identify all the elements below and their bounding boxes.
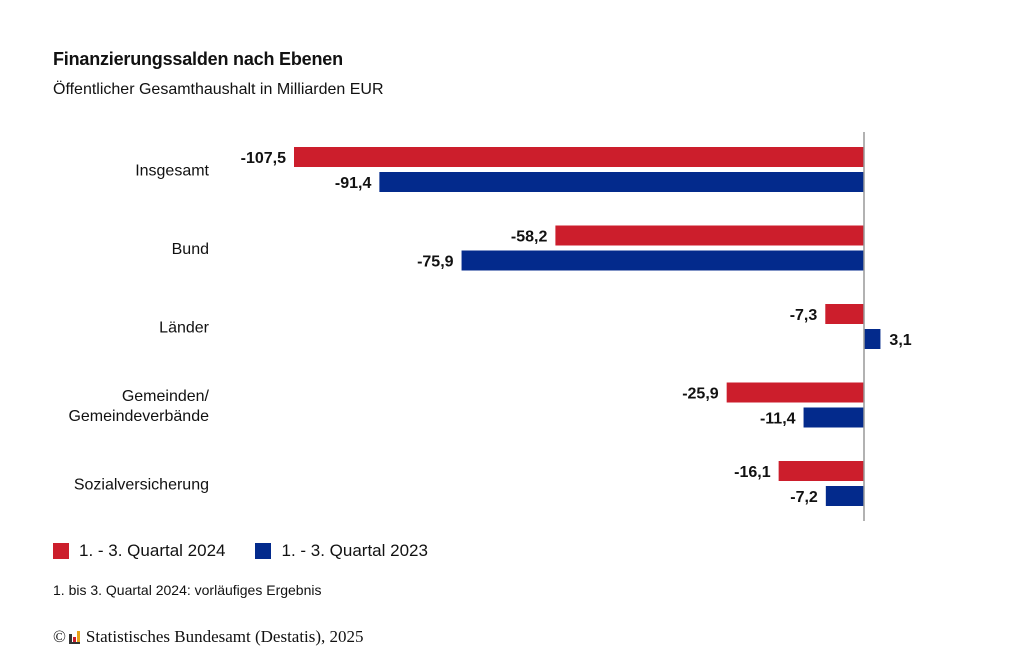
- category-label: Bund: [172, 241, 209, 258]
- data-label: -25,9: [682, 386, 719, 403]
- copyright-text: Statistisches Bundesamt (Destatis), 2025: [85, 627, 364, 646]
- copyright: © Statistisches Bundesamt (Destatis), 20…: [53, 627, 364, 647]
- chart-subtitle: Öffentlicher Gesamthaushalt in Milliarde…: [53, 81, 384, 98]
- footnote: 1. bis 3. Quartal 2024: vorläufiges Erge…: [53, 582, 322, 598]
- data-label: -11,4: [760, 411, 796, 428]
- chart-title: Finanzierungssalden nach Ebenen: [53, 49, 343, 69]
- data-label: -7,2: [790, 489, 818, 506]
- bar-2023: [864, 329, 881, 349]
- category-label: Insgesamt: [135, 163, 209, 180]
- bar-2024: [778, 461, 864, 481]
- copyright-symbol: ©: [53, 627, 66, 646]
- category-label: Sozialversicherung: [74, 477, 209, 494]
- legend-label-2023: 1. - 3. Quartal 2023: [281, 541, 428, 560]
- data-label: -7,3: [790, 307, 818, 324]
- legend-item-2024: 1. - 3. Quartal 2024: [53, 541, 225, 561]
- legend-swatch-2023: [255, 543, 272, 559]
- category-label: Gemeinden/Gemeindeverbände: [68, 388, 209, 425]
- data-label: -75,9: [417, 254, 454, 271]
- legend-label-2024: 1. - 3. Quartal 2024: [79, 541, 226, 560]
- data-label: -16,1: [734, 464, 771, 481]
- destatis-logo-icon: [68, 630, 80, 644]
- data-label: -58,2: [511, 229, 548, 246]
- bar-2023: [379, 172, 864, 192]
- bar-2023: [825, 486, 864, 506]
- legend-item-2023: 1. - 3. Quartal 2023: [255, 541, 428, 561]
- data-label: -91,4: [335, 175, 372, 192]
- bar-2023: [461, 250, 864, 271]
- data-label: 3,1: [889, 332, 911, 349]
- category-label: Länder: [159, 320, 209, 337]
- legend: 1. - 3. Quartal 2024 1. - 3. Quartal 202…: [53, 541, 458, 561]
- bar-2024: [294, 147, 864, 167]
- bar-2024: [555, 225, 864, 246]
- bar-2024: [825, 304, 864, 324]
- bar-2023: [803, 407, 864, 428]
- legend-swatch-2024: [53, 543, 69, 559]
- data-label: -107,5: [241, 150, 286, 167]
- bar-2024: [726, 382, 864, 403]
